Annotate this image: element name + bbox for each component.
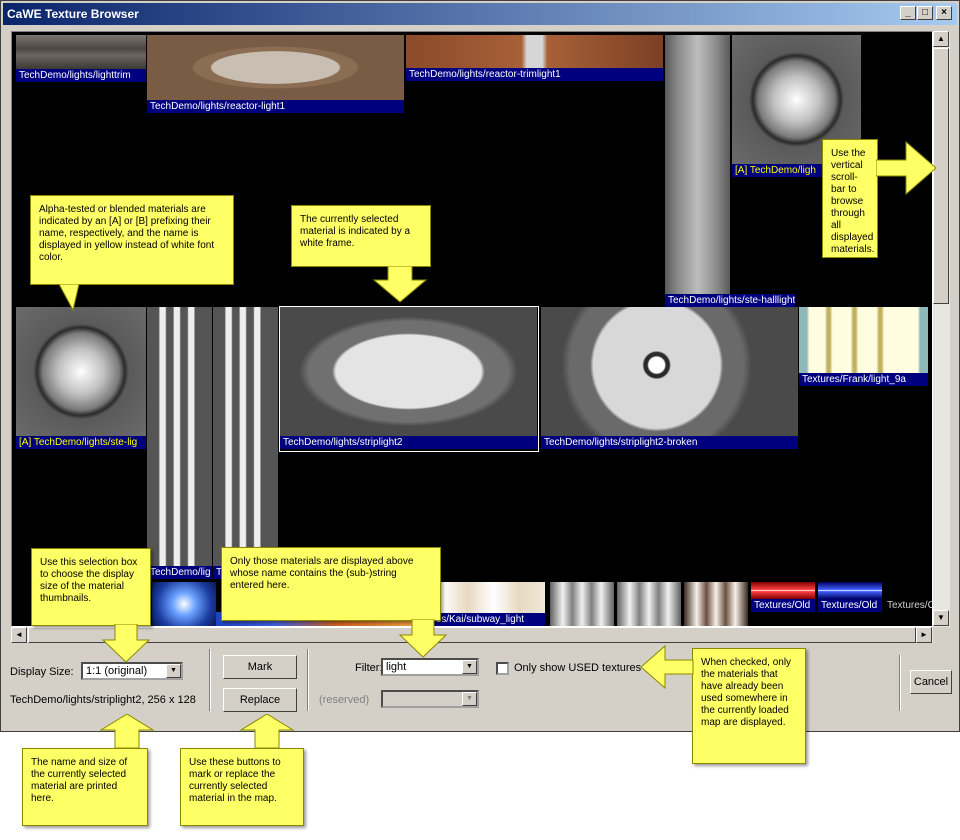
texture-tile[interactable]: TechDemo/lights/ste-halllight (665, 35, 795, 307)
texture-label: TechDemo/lig (147, 566, 212, 579)
texture-label: Textures/Frank/light_9a (799, 373, 928, 386)
texture-tile[interactable]: TechDemo/lights/reactor-light1 (147, 35, 404, 113)
arrow-down-icon (372, 266, 428, 303)
display-size-select[interactable]: 1:1 (original) ▼ (81, 662, 183, 680)
scroll-right-icon[interactable]: ► (916, 627, 932, 643)
vertical-scrollbar[interactable]: ▲ ▼ (933, 31, 950, 627)
callout-filter: Only those materials are displayed above… (221, 547, 441, 621)
texture-tile[interactable] (550, 582, 614, 626)
filter-label: Filter: (355, 662, 383, 674)
texture-label: [A] TechDemo/lights/ste-lig (16, 436, 146, 449)
divider (899, 655, 901, 711)
callout-display-size: Use this selection box to choose the dis… (31, 548, 151, 626)
filter-value: light (386, 661, 407, 673)
texture-tile[interactable]: [A] TechDemo/lights/ste-lig (16, 307, 146, 449)
arrow-up-icon (239, 714, 295, 749)
display-size-value: 1:1 (original) (86, 665, 148, 677)
window-title: CaWE Texture Browser (7, 7, 139, 21)
vertical-scroll-thumb[interactable] (933, 48, 949, 304)
texture-tile[interactable]: Textures/Old (751, 582, 815, 612)
texture-grid[interactable]: TechDemo/lights/lighttrim TechDemo/light… (11, 31, 933, 627)
texture-tile[interactable] (617, 582, 681, 626)
chevron-down-icon: ▼ (462, 692, 477, 706)
selected-material-info: TechDemo/lights/striplight2, 256 x 128 (10, 694, 196, 706)
cancel-button[interactable]: Cancel (910, 670, 952, 694)
texture-tile[interactable]: Textures/Old/light2 (884, 595, 932, 612)
texture-label: TechDemo/lights/ste-halllight (665, 294, 795, 307)
scroll-up-icon[interactable]: ▲ (933, 31, 949, 47)
horizontal-scroll-thumb[interactable] (28, 627, 916, 643)
texture-label: TechDemo/lights/striplight2-broken (541, 436, 798, 449)
mark-button[interactable]: Mark (223, 655, 297, 679)
texture-browser-window: CaWE Texture Browser _ □ × TechDemo/ligh… (0, 0, 960, 732)
texture-tile[interactable] (684, 582, 748, 626)
callout-name-size: The name and size of the currently selec… (22, 748, 148, 826)
texture-label: Textures/Old (751, 599, 815, 612)
chevron-down-icon[interactable]: ▼ (166, 664, 181, 678)
arrow-left-icon (640, 644, 694, 690)
arrow-down-icon (101, 624, 151, 663)
texture-label: TechDemo/lights/lighttrim (16, 69, 146, 82)
arrow-down-icon (398, 619, 448, 658)
filter-input[interactable]: light ▼ (381, 658, 479, 676)
arrow-right-icon (876, 140, 937, 196)
chevron-down-icon[interactable]: ▼ (462, 660, 477, 674)
reserved-select: ▼ (381, 690, 479, 708)
texture-tile[interactable]: Textures/Frank/light_9a (799, 307, 928, 386)
only-used-checkbox[interactable] (496, 662, 509, 675)
close-button[interactable]: × (936, 6, 952, 20)
texture-tile[interactable] (152, 582, 216, 626)
horizontal-scrollbar[interactable]: ◄ ► (11, 627, 933, 643)
texture-label: xtures/Kai/subway_light (416, 613, 545, 626)
texture-label: TechDemo/lights/striplight2 (280, 436, 537, 449)
minimize-button[interactable]: _ (900, 6, 916, 20)
only-used-label: Only show USED textures (514, 662, 642, 674)
texture-tile[interactable]: TechDemo/lights/striplight2-broken (541, 307, 798, 449)
texture-tile-selected[interactable]: TechDemo/lights/striplight2 (280, 307, 537, 449)
arrow-up-icon (99, 714, 155, 749)
callout-selected: The currently selected material is indic… (291, 205, 431, 267)
scroll-down-icon[interactable]: ▼ (933, 610, 949, 626)
callout-buttons: Use these buttons to mark or replace the… (180, 748, 304, 826)
reserved-label: (reserved) (319, 694, 370, 706)
texture-label: Textures/Old/light2 (887, 600, 932, 611)
texture-tile[interactable]: TechDemo/lights/reactor-trimlight1 (406, 35, 663, 81)
texture-tile[interactable]: T (213, 307, 278, 579)
callout-scrollbar: Use the vertical scroll-bar to browse th… (822, 139, 878, 258)
texture-tile[interactable]: Textures/Old (818, 582, 882, 612)
maximize-button[interactable]: □ (917, 6, 933, 20)
callout-used: When checked, only the materials that ha… (692, 648, 806, 764)
texture-tile[interactable]: TechDemo/lights/lighttrim (16, 35, 146, 82)
divider (209, 649, 211, 711)
title-bar: CaWE Texture Browser _ □ × (3, 3, 957, 25)
display-size-label: Display Size: (10, 666, 74, 678)
callout-alpha: Alpha-tested or blended materials are in… (30, 195, 234, 285)
divider (307, 649, 309, 711)
texture-label: TechDemo/lights/reactor-trimlight1 (406, 68, 663, 81)
texture-tile[interactable]: TechDemo/lig (147, 307, 212, 579)
texture-label: Textures/Old (818, 599, 882, 612)
texture-label: TechDemo/lights/reactor-light1 (147, 100, 404, 113)
replace-button[interactable]: Replace (223, 688, 297, 712)
scroll-left-icon[interactable]: ◄ (11, 627, 27, 643)
callout-pointer-icon (58, 284, 80, 312)
